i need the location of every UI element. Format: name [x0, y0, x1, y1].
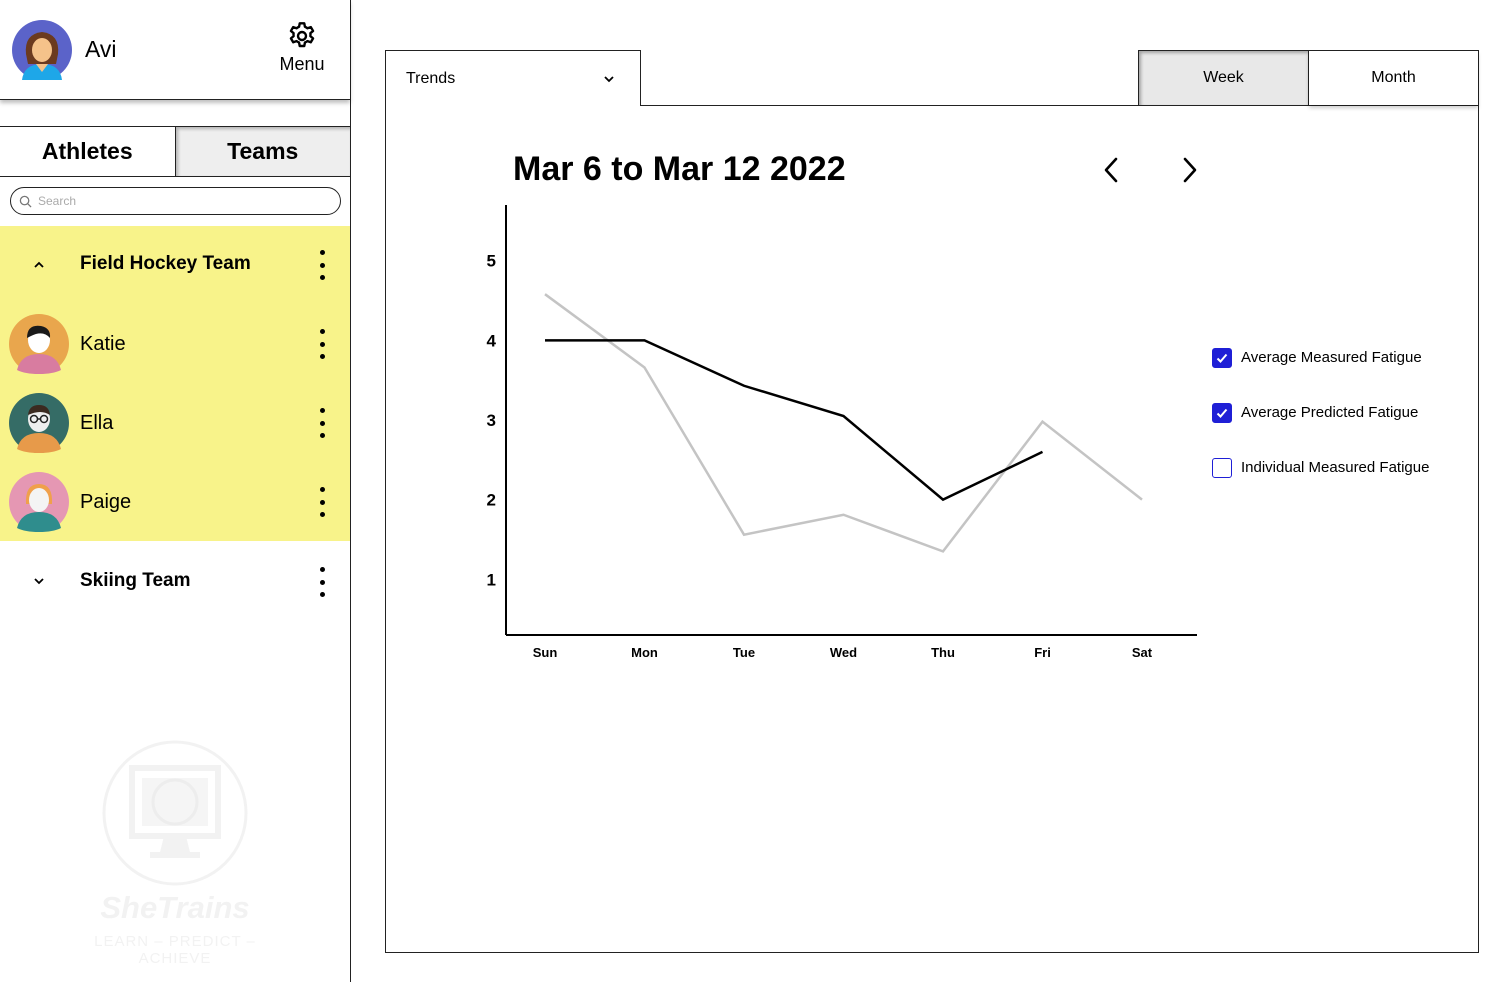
athlete-options-button[interactable] [314, 487, 330, 517]
week-button[interactable]: Week [1139, 51, 1309, 105]
legend-item-average-measured[interactable]: Average Measured Fatigue [1212, 348, 1429, 403]
trends-panel [385, 105, 1479, 953]
brand-name: SheTrains [100, 890, 250, 925]
monitor-logo-icon [102, 740, 248, 886]
team-field-hockey: Field Hockey Team Katie [0, 226, 350, 541]
x-tick-label: Mon [631, 645, 658, 660]
x-tick-label: Fri [1034, 645, 1051, 660]
y-tick-label: 4 [487, 331, 497, 350]
month-button[interactable]: Month [1309, 51, 1478, 105]
athlete-row-paige[interactable]: Paige [0, 463, 350, 542]
menu-label: Menu [279, 54, 325, 74]
ella-avatar-icon [9, 393, 69, 453]
legend-item-average-predicted[interactable]: Average Predicted Fatigue [1212, 403, 1429, 458]
x-tick-label: Tue [733, 645, 755, 660]
legend-label: Average Predicted Fatigue [1241, 404, 1419, 421]
view-dropdown[interactable]: Trends [385, 50, 641, 106]
x-tick-label: Sun [533, 645, 558, 660]
checkmark-icon [1216, 408, 1228, 418]
fatigue-line-chart: 1 2 3 4 5 Sun Mon Tue Wed Thu Fri Sat [487, 205, 1197, 660]
checkbox-average-measured[interactable] [1212, 348, 1232, 368]
y-tick-label: 5 [487, 252, 496, 271]
team-options-button[interactable] [314, 567, 330, 597]
gear-icon [289, 22, 315, 48]
date-range-title: Mar 6 to Mar 12 2022 [513, 150, 846, 188]
chevron-right-icon[interactable] [1175, 155, 1205, 185]
tab-teams[interactable]: Teams [175, 127, 350, 176]
athlete-name: Paige [80, 491, 132, 513]
x-tick-label: Sat [1132, 645, 1153, 660]
brand-tagline: LEARN – PREDICT – ACHIEVE [94, 933, 256, 967]
athlete-row-ella[interactable]: Ella [0, 384, 350, 463]
paige-avatar-icon [9, 472, 69, 532]
sidebar-tabs: Athletes Teams [0, 126, 350, 177]
series-line-average-measured [545, 339, 1044, 502]
chevron-down-icon [604, 76, 614, 83]
x-tick-label: Wed [830, 645, 857, 660]
brand-logo: SheTrains LEARN – PREDICT – ACHIEVE [60, 740, 290, 967]
legend-label: Average Measured Fatigue [1241, 349, 1422, 366]
legend-item-individual-measured[interactable]: Individual Measured Fatigue [1212, 458, 1429, 513]
chevron-up-icon[interactable] [32, 258, 46, 272]
athlete-row-katie[interactable]: Katie [0, 305, 350, 384]
y-tick-label: 2 [487, 491, 496, 510]
chart-legend: Average Measured Fatigue Average Predict… [1212, 348, 1429, 513]
legend-label: Individual Measured Fatigue [1241, 459, 1430, 476]
y-tick-label: 3 [487, 411, 496, 430]
menu-button[interactable]: Menu [272, 20, 332, 78]
tab-athletes[interactable]: Athletes [0, 127, 176, 176]
sidebar: Avi Menu Athletes Teams Field Hockey Tea… [0, 0, 351, 982]
team-options-button[interactable] [314, 250, 330, 280]
chevron-left-icon[interactable] [1096, 155, 1126, 185]
athlete-options-button[interactable] [314, 329, 330, 359]
checkbox-individual-measured[interactable] [1212, 458, 1232, 478]
team-name: Field Hockey Team [80, 253, 251, 274]
search-icon [19, 195, 32, 208]
athlete-name: Ella [80, 412, 114, 434]
x-tick-label: Thu [931, 645, 955, 660]
range-toggle: Week Month [1138, 50, 1479, 106]
series-line-average-predicted [544, 293, 1143, 553]
search-box[interactable] [10, 187, 341, 215]
chevron-down-icon[interactable] [32, 574, 46, 588]
female-avatar-icon[interactable] [12, 20, 72, 80]
athlete-name: Katie [80, 333, 126, 355]
panel-top-border [640, 105, 1138, 106]
view-dropdown-value: Trends [406, 69, 456, 87]
team-name: Skiing Team [80, 570, 191, 591]
team-header-field-hockey[interactable]: Field Hockey Team [0, 226, 350, 305]
user-name: Avi [85, 36, 117, 62]
athlete-options-button[interactable] [314, 408, 330, 438]
search-input[interactable] [38, 194, 318, 208]
katie-avatar-icon [9, 314, 69, 374]
checkmark-icon [1216, 353, 1228, 363]
checkbox-average-predicted[interactable] [1212, 403, 1232, 423]
team-header-skiing[interactable]: Skiing Team [0, 541, 350, 620]
y-tick-label: 1 [487, 570, 496, 589]
profile-header: Avi Menu [0, 0, 350, 100]
